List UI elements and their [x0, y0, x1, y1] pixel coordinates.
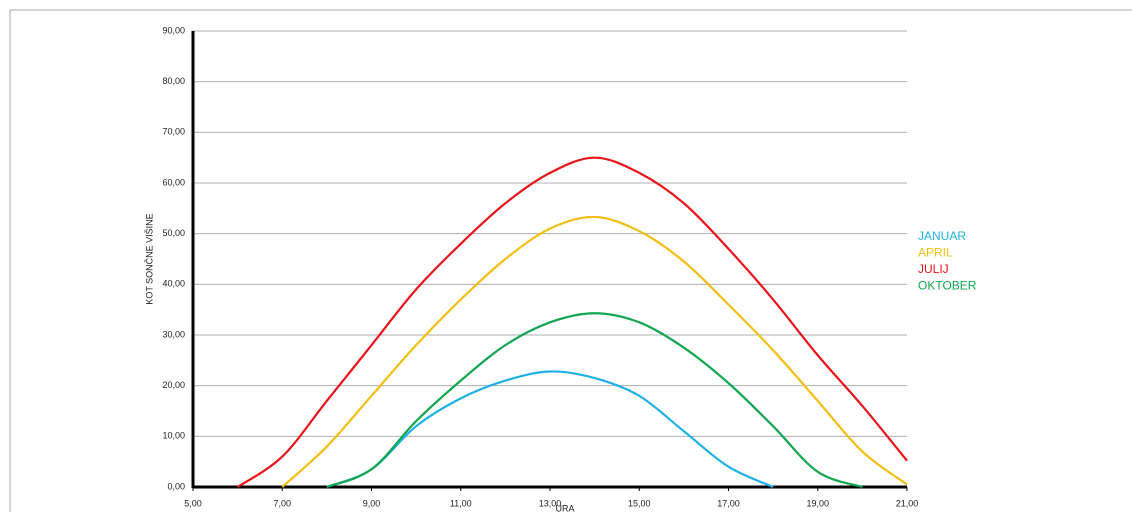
x-tick-label: 17,00 — [717, 498, 740, 508]
x-tick-label: 7,00 — [273, 498, 291, 508]
y-tick-label: 90,00 — [162, 25, 185, 35]
x-tick-label: 15,00 — [628, 498, 651, 508]
y-tick-label: 50,00 — [162, 228, 185, 238]
legend-label: JULIJ — [918, 262, 949, 276]
y-tick-label: 0,00 — [167, 481, 185, 491]
y-tick-label: 60,00 — [162, 177, 185, 187]
series-line — [281, 215, 908, 488]
x-tick-label: 5,00 — [184, 498, 202, 508]
legend-label: JANUAR — [918, 229, 966, 243]
y-tick-label: 20,00 — [162, 380, 185, 390]
legend-label: APRIL — [918, 246, 953, 260]
x-tick-label: 9,00 — [363, 498, 381, 508]
y-tick-label: 80,00 — [162, 76, 185, 86]
series-line — [326, 370, 774, 489]
x-tick-label: 21,00 — [896, 498, 919, 508]
x-tick-label: 13,00 — [539, 498, 562, 508]
series-line — [237, 156, 908, 488]
y-tick-label: 70,00 — [162, 127, 185, 137]
series-line — [326, 312, 863, 489]
y-tick-label: 40,00 — [162, 279, 185, 289]
legend-label: OKTOBER — [918, 279, 977, 293]
x-axis-label: URA — [555, 503, 574, 512]
x-tick-label: 19,00 — [806, 498, 829, 508]
y-tick-label: 10,00 — [162, 431, 185, 441]
x-tick-label: 11,00 — [450, 498, 472, 508]
y-tick-label: 30,00 — [162, 329, 185, 339]
y-axis-label: KOT SONČNE VIŠINE — [144, 213, 154, 304]
